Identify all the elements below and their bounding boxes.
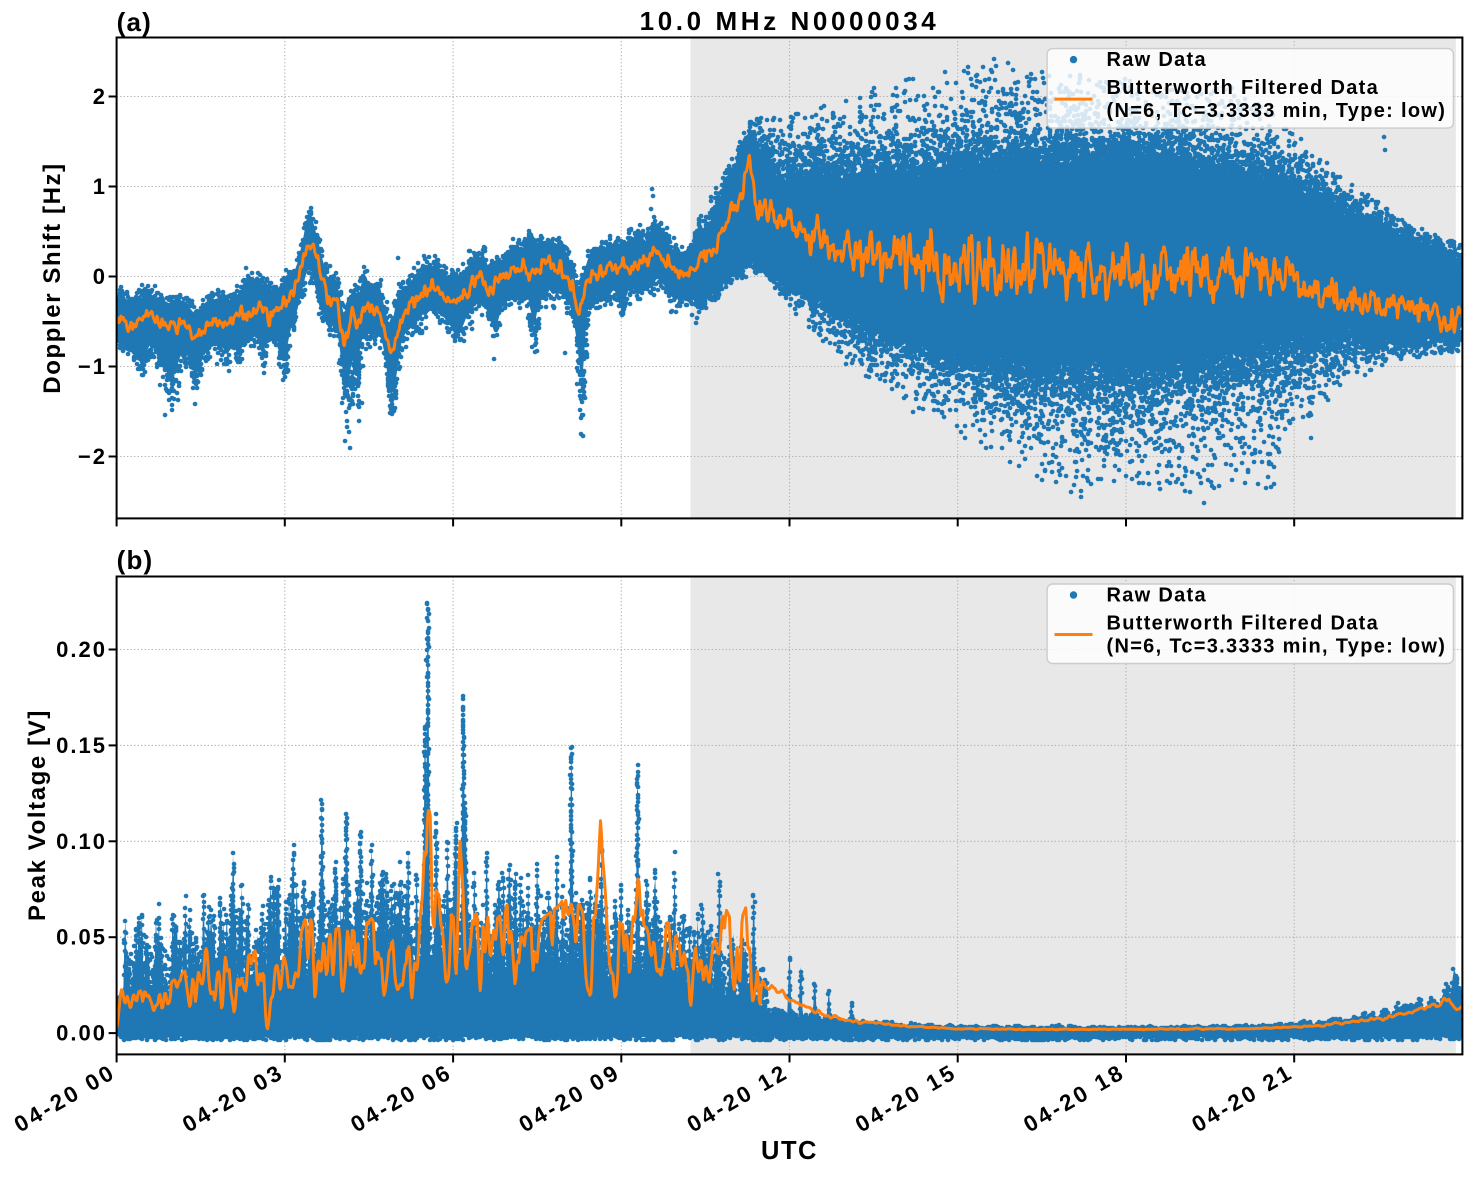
- svg-text:Butterworth Filtered Data: Butterworth Filtered Data: [1107, 77, 1380, 99]
- svg-text:0.00: 0.00: [56, 1021, 107, 1046]
- svg-text:1: 1: [93, 174, 107, 199]
- svg-text:Doppler Shift [Hz]: Doppler Shift [Hz]: [39, 162, 66, 393]
- svg-text:2: 2: [93, 84, 107, 109]
- svg-text:(a): (a): [117, 7, 152, 37]
- svg-text:0.20: 0.20: [56, 637, 107, 662]
- svg-text:(N=6, Tc=3.3333 min, Type: low: (N=6, Tc=3.3333 min, Type: low): [1107, 636, 1447, 658]
- svg-text:−2: −2: [78, 444, 107, 469]
- svg-text:0.10: 0.10: [56, 829, 107, 854]
- svg-text:0.05: 0.05: [56, 925, 107, 950]
- svg-text:Butterworth Filtered Data: Butterworth Filtered Data: [1107, 613, 1380, 635]
- svg-text:(N=6, Tc=3.3333 min, Type: low: (N=6, Tc=3.3333 min, Type: low): [1107, 100, 1447, 122]
- svg-text:Peak Voltage [V]: Peak Voltage [V]: [24, 709, 51, 921]
- svg-text:10.0 MHz N0000034: 10.0 MHz N0000034: [640, 6, 940, 36]
- svg-text:Raw Data: Raw Data: [1107, 585, 1207, 607]
- svg-text:0: 0: [93, 264, 107, 289]
- svg-text:0.15: 0.15: [56, 733, 107, 758]
- svg-text:UTC: UTC: [761, 1137, 818, 1165]
- svg-text:(b): (b): [117, 545, 154, 575]
- svg-text:−1: −1: [78, 354, 107, 379]
- svg-text:Raw Data: Raw Data: [1107, 49, 1207, 71]
